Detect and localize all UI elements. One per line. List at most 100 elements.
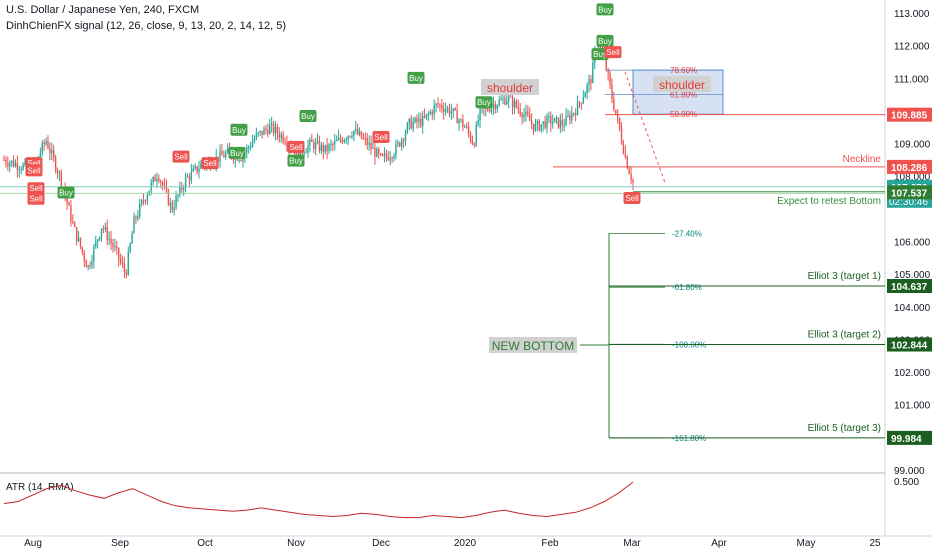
candle-body [192, 168, 194, 172]
candle-body [58, 172, 61, 174]
x-tick-label: 2020 [454, 538, 477, 549]
new-bottom-label: NEW BOTTOM [492, 339, 574, 353]
signal-sell-badge [604, 46, 622, 59]
candle-body [548, 116, 550, 118]
price-tag-resistance: 109.885 [891, 111, 928, 122]
candle-body [163, 185, 166, 187]
signal-buy-label: Buy [593, 50, 607, 59]
candle-body [399, 142, 401, 147]
signal-sell-label: Sell [29, 184, 43, 193]
signal-sell-label: Sell [289, 143, 303, 152]
signal-buy-label: Buy [59, 189, 73, 198]
candle-body [196, 166, 198, 172]
candle-body [431, 111, 433, 115]
fib-level-label: 78.60% [670, 66, 697, 75]
candle-body [221, 151, 223, 156]
candle-body [479, 108, 481, 121]
candle-body [320, 144, 323, 151]
price-tag-target: 102.844 [891, 341, 928, 352]
indicator-label[interactable]: DinhChienFX signal (12, 26, close, 9, 13… [6, 20, 287, 32]
candle-body [272, 123, 275, 134]
candle-body [253, 138, 256, 142]
candle-body [381, 154, 384, 156]
candle-body [538, 120, 541, 131]
candle-body [582, 97, 584, 104]
candle-body [330, 143, 332, 145]
candle-body [483, 107, 485, 109]
x-tick-label: Apr [711, 538, 727, 549]
candle-body [297, 147, 300, 159]
candle-body [523, 114, 525, 118]
candle-body [95, 241, 97, 247]
candle-body [87, 265, 89, 268]
candle-body [525, 111, 527, 115]
candle-body [303, 153, 305, 155]
candle-body [374, 147, 376, 157]
candle-body [425, 114, 428, 118]
candle-body [85, 260, 87, 268]
candle-body [397, 142, 399, 145]
candle-body [14, 163, 17, 167]
signal-buy-badge [299, 109, 317, 122]
candle-body [488, 109, 491, 112]
candle-body [96, 239, 99, 242]
candle-body [345, 139, 347, 141]
candle-body [165, 186, 168, 191]
candle-body [81, 246, 84, 253]
candle-body [123, 264, 126, 273]
candle-body [110, 238, 112, 243]
candle-body [490, 107, 493, 112]
candle-body [171, 202, 173, 211]
signal-sell-label: Sell [27, 166, 41, 175]
projection-line [624, 71, 666, 183]
candle-body [286, 143, 288, 147]
candle-body [378, 149, 380, 154]
x-tick-label: Nov [287, 538, 305, 549]
candle-body [527, 111, 529, 116]
candle-body [116, 246, 118, 248]
candle-body [47, 141, 49, 149]
candle-body [408, 118, 411, 124]
countdown-label: 02:30:46 [889, 197, 928, 208]
candle-body [146, 195, 149, 201]
candle-body [83, 252, 85, 261]
candle-body [605, 56, 607, 70]
candle-body [337, 137, 340, 141]
candle-body [437, 103, 439, 105]
candle-body [12, 160, 15, 167]
candle-body [324, 144, 326, 152]
candle-body [238, 160, 240, 162]
target-label: Elliot 3 (target 2) [808, 330, 881, 341]
chart-title: U.S. Dollar / Japanese Yen, 240, FXCM [6, 4, 200, 16]
candle-body [530, 120, 533, 124]
candle-body [561, 120, 563, 126]
candle-body [18, 169, 20, 171]
candle-body [161, 182, 164, 186]
candle-body [420, 118, 422, 126]
signal-sell-label: Sell [27, 159, 41, 168]
candle-body [257, 132, 259, 134]
candle-body [498, 99, 500, 106]
candle-body [127, 251, 129, 275]
candle-body [607, 69, 609, 74]
signal-buy-badge [230, 123, 248, 136]
candle-body [10, 160, 13, 163]
candle-body [104, 227, 107, 229]
candle-body [269, 125, 271, 134]
candle-body [462, 119, 464, 127]
candle-body [41, 142, 43, 154]
candle-body [557, 117, 560, 128]
candle-body [20, 169, 22, 171]
candle-body [578, 102, 581, 104]
candle-body [511, 96, 514, 108]
candle-body [576, 102, 579, 115]
candle-body [362, 138, 365, 140]
signal-buy-label: Buy [232, 126, 246, 135]
candle-body [418, 118, 420, 123]
candle-body [179, 186, 181, 195]
candle-body [502, 98, 504, 100]
candle-body [617, 113, 619, 118]
candle-body [70, 205, 72, 222]
candle-body [332, 143, 334, 145]
